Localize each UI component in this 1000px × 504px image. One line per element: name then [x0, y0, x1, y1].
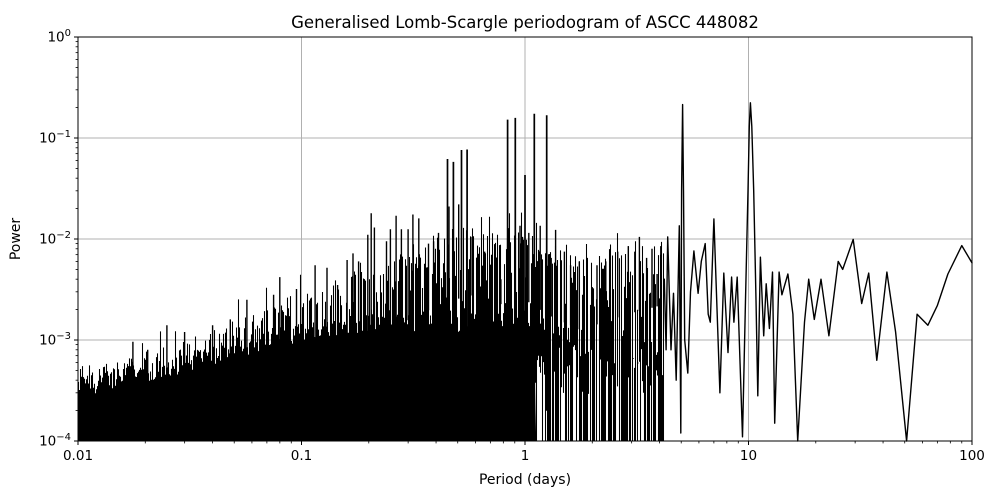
y-tick-exponent: −4	[56, 432, 71, 443]
x-tick-label: 0.01	[63, 448, 93, 464]
peak-lines-major	[446, 113, 548, 411]
y-tick-label: 10−1	[39, 129, 71, 147]
y-tick-exponent: −2	[56, 230, 71, 241]
x-tick-label: 0.1	[291, 448, 312, 464]
y-tick-exponent: 0	[65, 28, 71, 39]
peak-lines-minor	[132, 204, 662, 426]
long-period-curve	[663, 102, 973, 442]
x-tick-label: 1	[521, 448, 530, 464]
y-tick-label: 100	[47, 28, 71, 46]
x-axis-label: Period (days)	[479, 472, 571, 488]
x-tick-label: 10	[740, 448, 757, 464]
y-axis-label: Power	[8, 218, 24, 261]
y-tick-label: 10−2	[39, 230, 71, 248]
y-tick-label: 10−3	[39, 331, 71, 349]
y-tick-exponent: −3	[56, 331, 71, 342]
y-tick-label: 10−4	[39, 432, 71, 450]
y-tick-exponent: −1	[56, 129, 71, 140]
x-tick-label: 100	[959, 448, 985, 464]
periodogram-series	[77, 102, 973, 442]
chart-title: Generalised Lomb-Scargle periodogram of …	[291, 13, 759, 32]
